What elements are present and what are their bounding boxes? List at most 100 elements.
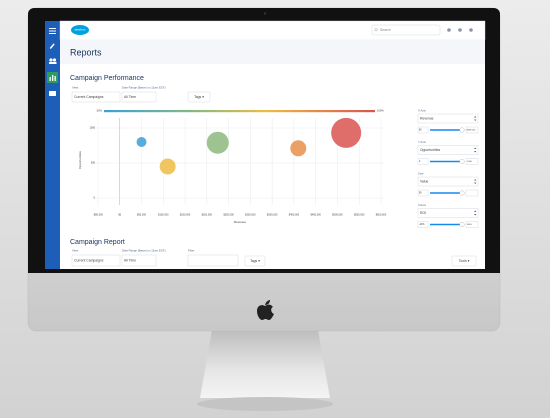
date-value: All Time — [124, 95, 136, 99]
select-caret — [474, 210, 477, 216]
y-tick-label: 500 — [91, 162, 96, 165]
date-select[interactable] — [121, 91, 157, 103]
logo[interactable] — [71, 25, 89, 35]
help-icon[interactable] — [447, 28, 451, 32]
y-axis-title: Opportunities — [78, 151, 82, 169]
slider-knob[interactable] — [459, 127, 465, 133]
filter-input[interactable] — [187, 254, 239, 267]
bubble[interactable] — [331, 117, 362, 148]
slider-knob[interactable] — [459, 221, 465, 227]
date-select[interactable] — [121, 254, 157, 267]
tags-label: Tags ▾ — [194, 95, 204, 99]
settings-icon[interactable] — [458, 28, 462, 32]
x-tick-label: $450,000 — [310, 214, 321, 217]
reports-icon[interactable] — [49, 77, 51, 81]
section-title: Campaign Performance — [70, 75, 144, 82]
bubble[interactable] — [290, 140, 307, 157]
control-select[interactable] — [417, 113, 479, 124]
control-label: X Axis — [418, 109, 426, 113]
date-value: All Time — [124, 258, 136, 262]
tools-label: Tools ▾ — [459, 259, 470, 263]
briefcase-icon[interactable] — [49, 91, 56, 96]
x-tick-label: $250,000 — [223, 214, 234, 217]
control-select[interactable] — [417, 176, 479, 187]
menu-icon[interactable] — [49, 28, 56, 29]
slider-knob[interactable] — [459, 190, 465, 196]
people-icon[interactable] — [49, 62, 57, 64]
view-label: View: — [72, 249, 79, 253]
menu-icon[interactable] — [49, 33, 56, 34]
menu-icon[interactable] — [49, 30, 56, 32]
x-tick-label: $300,000 — [245, 214, 256, 217]
slider-min: $0 — [419, 193, 422, 195]
slider-min: $0 — [419, 130, 422, 132]
slider-max-box — [465, 189, 479, 197]
search-box[interactable] — [371, 24, 441, 36]
chart-controls: X Axis Revenue $0 $999,000 Y Axis Opportuniti… — [417, 109, 479, 228]
x-tick-label: $550,000 — [354, 214, 365, 217]
bubble[interactable] — [159, 158, 176, 175]
y-tick-label: 1000 — [89, 127, 95, 130]
tags-button[interactable] — [244, 255, 266, 267]
logo-text: salesforce — [75, 29, 87, 32]
x-tick-label: $150,000 — [180, 214, 191, 217]
x-tick-label: $200,000 — [202, 214, 213, 217]
slider-min-box — [417, 158, 429, 165]
notifications-icon[interactable] — [469, 28, 473, 32]
tags-button[interactable] — [187, 91, 211, 103]
control-select[interactable] — [417, 145, 479, 155]
stand — [200, 330, 330, 398]
control-select[interactable] — [417, 208, 479, 218]
apple-logo — [257, 300, 274, 320]
y-tick-label: 0 — [94, 197, 96, 200]
x-tick-label: -$50,000 — [93, 214, 103, 217]
slider-min-box — [417, 189, 429, 197]
bubble[interactable] — [136, 137, 147, 147]
tools-button[interactable] — [451, 255, 477, 267]
slider-min: -20% — [419, 224, 424, 226]
stand-base — [197, 397, 333, 411]
control-select-value: Opportunities — [420, 148, 440, 152]
slider-max-box — [465, 158, 479, 165]
tags-label: Tags ▾ — [250, 259, 260, 263]
control-select-value: Revenue — [420, 116, 434, 120]
control-select-value: ROI — [420, 211, 426, 215]
sidebar-icons[interactable] — [47, 28, 58, 96]
slider-min-box — [417, 126, 429, 134]
color-scale-label: 100% — [377, 109, 384, 113]
slider-max: 1,000 — [467, 161, 473, 163]
slider-max-box — [465, 221, 479, 228]
select-caret — [474, 116, 477, 121]
control-select-value: Value — [420, 179, 429, 183]
slider-knob[interactable] — [459, 158, 465, 164]
view-select[interactable] — [71, 254, 121, 267]
reports-icon[interactable] — [54, 76, 56, 81]
camera — [263, 12, 267, 15]
view-label: View: — [72, 86, 79, 90]
section-title: Campaign Report — [70, 239, 125, 246]
x-axis-title: Revenue — [234, 220, 246, 224]
view-value: Current Campaigns — [74, 258, 104, 262]
control-label: Colors — [418, 203, 427, 207]
edit-icon[interactable] — [49, 43, 55, 49]
people-icon[interactable] — [49, 58, 53, 62]
x-tick-label: $400,000 — [289, 214, 300, 217]
x-tick-label: $0 — [118, 214, 121, 217]
slider-max-box — [465, 126, 479, 134]
date-label: Date Range (Based on 12am EST): — [122, 86, 166, 90]
select-caret — [474, 147, 477, 153]
slider-max: 100% — [467, 224, 472, 226]
slider-min: 0 — [419, 161, 421, 163]
bubble-chart: -20% 100% -$50,000 $0 $50,000 $100,000 $150,00… — [78, 109, 387, 224]
x-tick-label: $500,000 — [332, 214, 343, 217]
slider-max: $999,000 — [467, 130, 477, 132]
view-select[interactable] — [71, 91, 121, 103]
people-icon[interactable] — [52, 58, 57, 62]
bubble[interactable] — [206, 131, 229, 154]
x-tick-label: $600,000 — [376, 214, 387, 217]
x-tick-label: $350,000 — [267, 214, 278, 217]
x-tick-label: $100,000 — [158, 214, 169, 217]
reports-icon[interactable] — [52, 75, 54, 81]
search-icon — [374, 28, 378, 32]
